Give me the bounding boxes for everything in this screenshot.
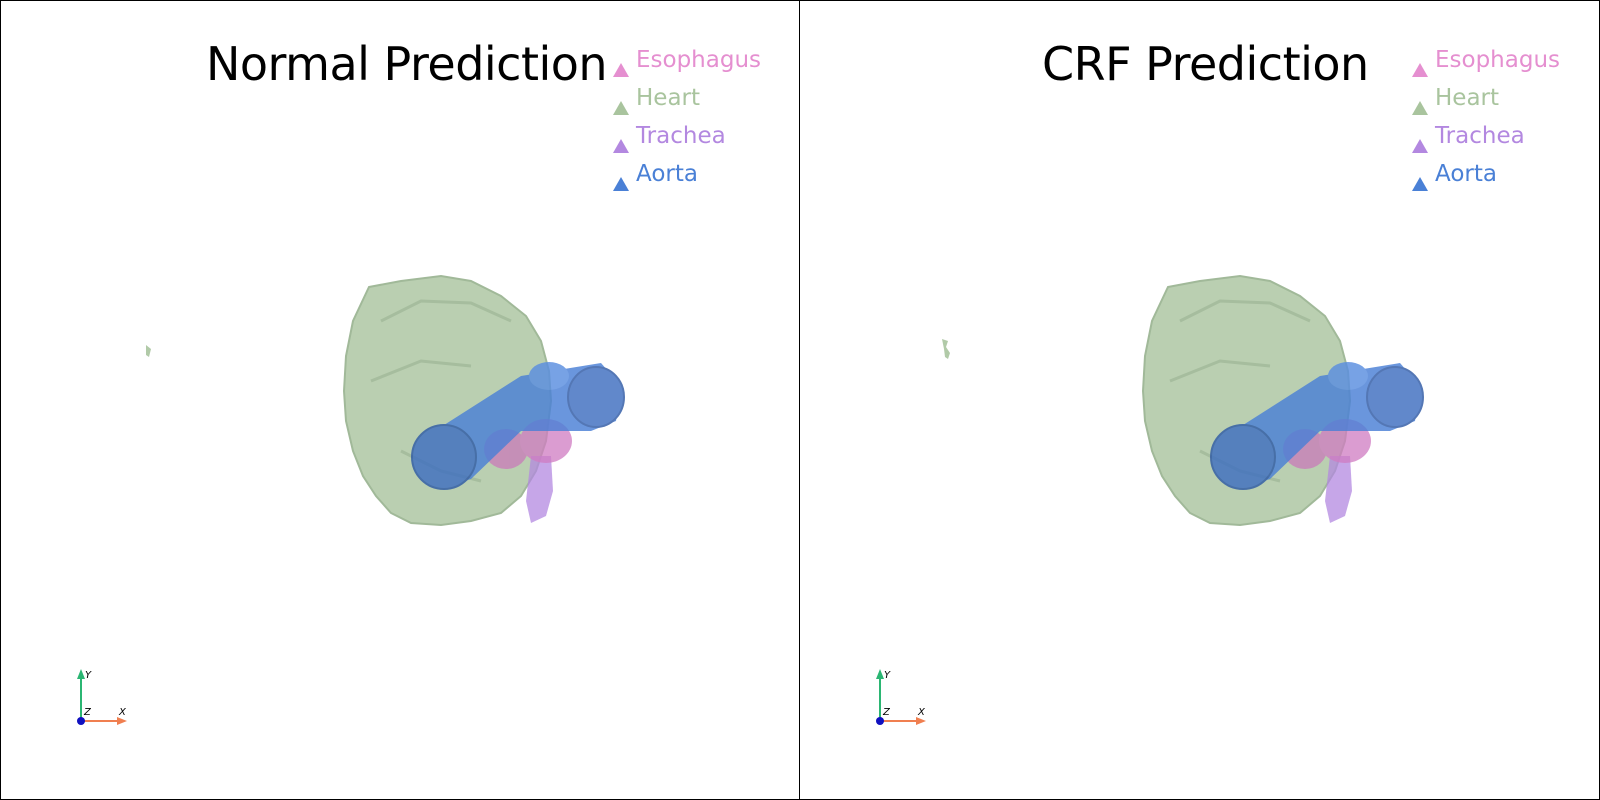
legend-label: Esophagus — [636, 47, 762, 73]
render-scene[interactable] — [1, 1, 800, 799]
axis-label-y: Y — [884, 670, 891, 681]
legend-label: Heart — [636, 85, 701, 111]
viewport-normal-prediction[interactable]: Normal Prediction Esophagus Heart Trache… — [0, 0, 801, 800]
legend-label: Esophagus — [1435, 47, 1561, 73]
heart-fragment — [942, 339, 950, 359]
axis-label-z: Z — [882, 707, 891, 718]
orientation-axes: Y Z X — [77, 669, 127, 725]
aorta-mesh — [411, 362, 625, 490]
axis-label-y: Y — [85, 670, 92, 681]
legend-label: Aorta — [1435, 161, 1497, 187]
panel-title: Normal Prediction — [206, 37, 608, 91]
triangle-icon — [1412, 177, 1428, 191]
triangle-icon — [613, 139, 629, 153]
triangle-icon — [613, 63, 629, 77]
legend-label: Heart — [1435, 85, 1500, 111]
panel-title: CRF Prediction — [1042, 37, 1369, 91]
axis-label-x: X — [118, 707, 127, 718]
triangle-icon — [1412, 63, 1428, 77]
viewport-crf-prediction[interactable]: CRF Prediction Esophagus Heart Trachea A… — [799, 0, 1600, 800]
axis-label-x: X — [917, 707, 926, 718]
heart-fragment — [146, 345, 151, 357]
trachea-mesh — [1325, 456, 1352, 523]
triangle-icon — [1412, 139, 1428, 153]
legend-label: Aorta — [636, 161, 698, 187]
trachea-mesh — [526, 456, 553, 523]
aorta-mesh — [1210, 362, 1424, 490]
render-scene[interactable] — [800, 1, 1599, 799]
legend-label: Trachea — [1435, 123, 1525, 149]
triangle-icon — [613, 101, 629, 115]
triangle-icon — [1412, 101, 1428, 115]
orientation-axes: Y Z X — [876, 669, 926, 725]
axis-label-z: Z — [83, 707, 92, 718]
legend-label: Trachea — [636, 123, 726, 149]
triangle-icon — [613, 177, 629, 191]
